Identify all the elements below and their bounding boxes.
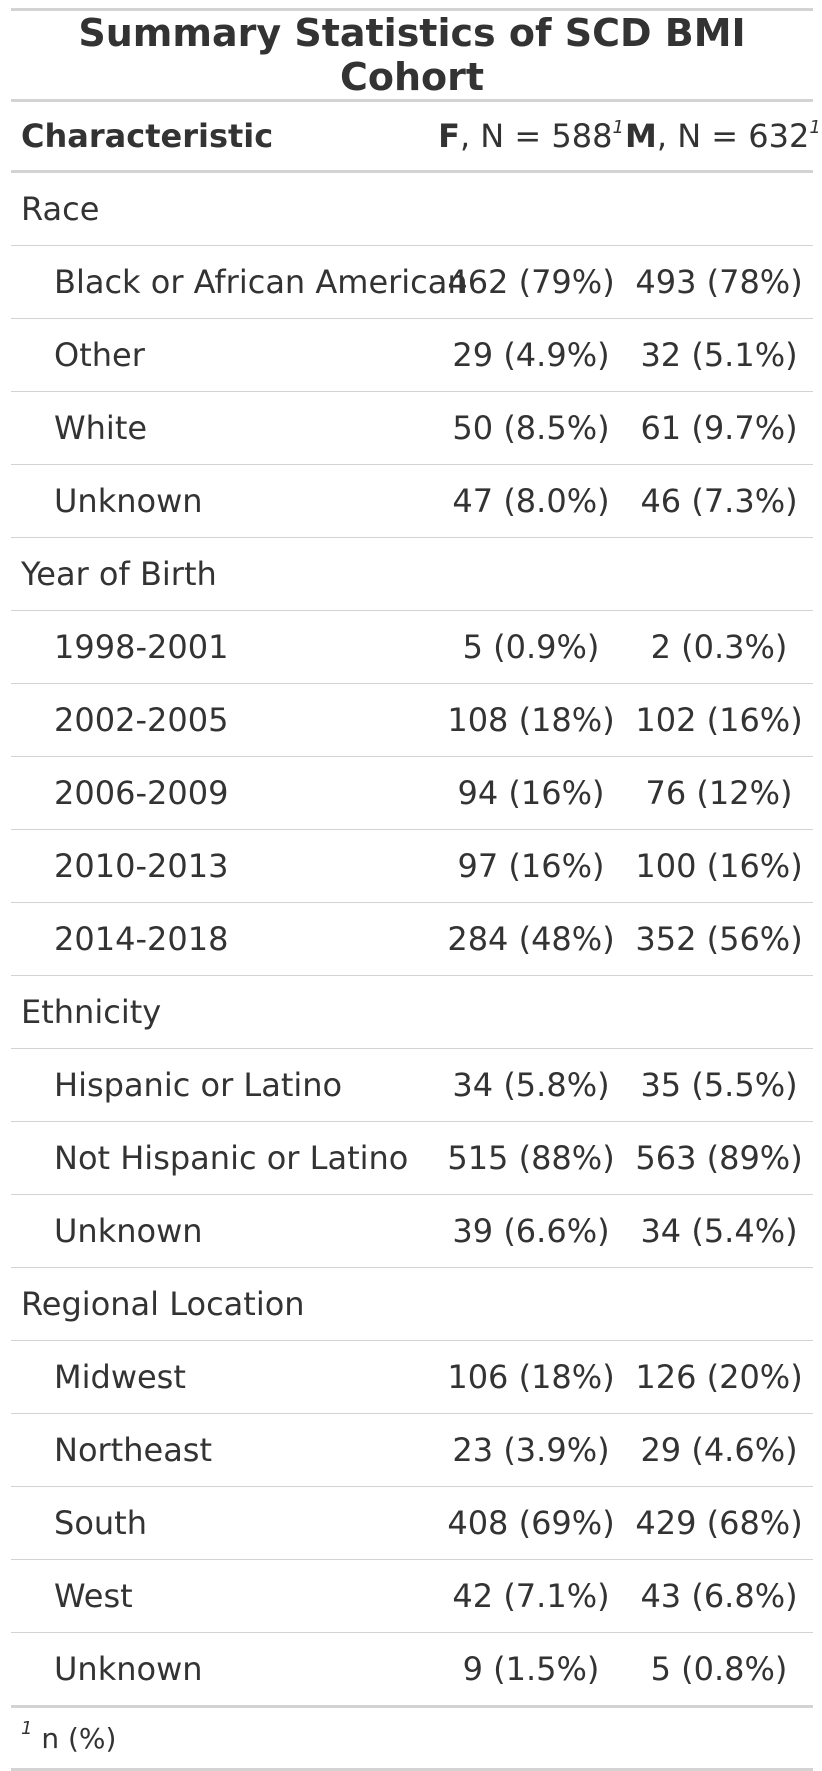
male-value: 29 (4.6%) bbox=[625, 1413, 814, 1487]
female-n: , N = 588 bbox=[459, 117, 613, 155]
row-label: Unknown bbox=[11, 1194, 437, 1268]
row-label: Unknown bbox=[11, 464, 437, 538]
table-row: Not Hispanic or Latino 515 (88%) 563 (89%) bbox=[11, 1121, 814, 1195]
table-body: Race Black or African American 462 (79%) 49… bbox=[11, 171, 814, 1708]
title-row: Summary Statistics of SCD BMI Cohort bbox=[11, 8, 814, 102]
group-label: Ethnicity bbox=[11, 975, 814, 1049]
female-value: 515 (88%) bbox=[437, 1121, 625, 1195]
row-label: Other bbox=[11, 318, 437, 392]
male-value: 5 (0.8%) bbox=[625, 1632, 814, 1708]
male-value: 43 (6.8%) bbox=[625, 1559, 814, 1633]
table-title: Summary Statistics of SCD BMI Cohort bbox=[11, 8, 814, 102]
male-label: M bbox=[625, 117, 657, 155]
footnote: 1 n (%) bbox=[11, 1706, 814, 1771]
male-value: 429 (68%) bbox=[625, 1486, 814, 1560]
male-value: 2 (0.3%) bbox=[625, 610, 814, 684]
table-row: 2002-2005 108 (18%) 102 (16%) bbox=[11, 683, 814, 757]
table-row: Unknown 39 (6.6%) 34 (5.4%) bbox=[11, 1194, 814, 1268]
footnote-marker: 1 bbox=[809, 117, 821, 138]
row-label: 2010-2013 bbox=[11, 829, 437, 903]
male-value: 126 (20%) bbox=[625, 1340, 814, 1414]
table-row: Northeast 23 (3.9%) 29 (4.6%) bbox=[11, 1413, 814, 1487]
female-value: 462 (79%) bbox=[437, 245, 625, 319]
summary-table-page: Summary Statistics of SCD BMI Cohort Cha… bbox=[11, 8, 821, 1771]
table-row: 2010-2013 97 (16%) 100 (16%) bbox=[11, 829, 814, 903]
table-row: White 50 (8.5%) 61 (9.7%) bbox=[11, 391, 814, 465]
row-label: Midwest bbox=[11, 1340, 437, 1414]
row-label: 2014-2018 bbox=[11, 902, 437, 976]
male-value: 563 (89%) bbox=[625, 1121, 814, 1195]
group-label: Race bbox=[11, 171, 814, 246]
group-row: Regional Location bbox=[11, 1267, 814, 1341]
table-row: Hispanic or Latino 34 (5.8%) 35 (5.5%) bbox=[11, 1048, 814, 1122]
table-row: Unknown 9 (1.5%) 5 (0.8%) bbox=[11, 1632, 814, 1708]
female-value: 29 (4.9%) bbox=[437, 318, 625, 392]
row-label: Hispanic or Latino bbox=[11, 1048, 437, 1122]
female-value: 408 (69%) bbox=[437, 1486, 625, 1560]
male-value: 35 (5.5%) bbox=[625, 1048, 814, 1122]
column-header-female: F, N = 5881 bbox=[437, 100, 625, 173]
male-value: 102 (16%) bbox=[625, 683, 814, 757]
male-value: 34 (5.4%) bbox=[625, 1194, 814, 1268]
table-row: Unknown 47 (8.0%) 46 (7.3%) bbox=[11, 464, 814, 538]
group-row: Race bbox=[11, 171, 814, 246]
female-label: F bbox=[438, 117, 460, 155]
female-value: 42 (7.1%) bbox=[437, 1559, 625, 1633]
footnote-row: 1 n (%) bbox=[11, 1706, 814, 1771]
footnote-text: n (%) bbox=[32, 1721, 117, 1755]
male-value: 76 (12%) bbox=[625, 756, 814, 830]
summary-table: Summary Statistics of SCD BMI Cohort Cha… bbox=[11, 8, 821, 1771]
table-row: Midwest 106 (18%) 126 (20%) bbox=[11, 1340, 814, 1414]
female-value: 94 (16%) bbox=[437, 756, 625, 830]
table-row: West 42 (7.1%) 43 (6.8%) bbox=[11, 1559, 814, 1633]
female-value: 47 (8.0%) bbox=[437, 464, 625, 538]
group-label: Regional Location bbox=[11, 1267, 814, 1341]
table-row: 2006-2009 94 (16%) 76 (12%) bbox=[11, 756, 814, 830]
row-label: 1998-2001 bbox=[11, 610, 437, 684]
male-value: 61 (9.7%) bbox=[625, 391, 814, 465]
row-label: South bbox=[11, 1486, 437, 1560]
male-value: 46 (7.3%) bbox=[625, 464, 814, 538]
female-value: 23 (3.9%) bbox=[437, 1413, 625, 1487]
group-row: Ethnicity bbox=[11, 975, 814, 1049]
female-value: 284 (48%) bbox=[437, 902, 625, 976]
row-label: Not Hispanic or Latino bbox=[11, 1121, 437, 1195]
female-value: 97 (16%) bbox=[437, 829, 625, 903]
row-label: Black or African American bbox=[11, 245, 468, 319]
row-label: Northeast bbox=[11, 1413, 437, 1487]
row-label: West bbox=[11, 1559, 437, 1633]
table-row: 2014-2018 284 (48%) 352 (56%) bbox=[11, 902, 814, 976]
male-value: 100 (16%) bbox=[625, 829, 814, 903]
female-value: 5 (0.9%) bbox=[437, 610, 625, 684]
row-label: White bbox=[11, 391, 437, 465]
group-row: Year of Birth bbox=[11, 537, 814, 611]
table-row: Black or African American 462 (79%) 493 (7… bbox=[11, 245, 814, 319]
female-value: 108 (18%) bbox=[437, 683, 625, 757]
female-value: 9 (1.5%) bbox=[437, 1632, 625, 1708]
row-label: 2002-2005 bbox=[11, 683, 437, 757]
table-row: Other 29 (4.9%) 32 (5.1%) bbox=[11, 318, 814, 392]
female-value: 106 (18%) bbox=[437, 1340, 625, 1414]
male-value: 493 (78%) bbox=[625, 245, 814, 319]
column-header-characteristic: Characteristic bbox=[11, 100, 437, 173]
footnote-marker: 1 bbox=[21, 1717, 33, 1739]
male-value: 352 (56%) bbox=[625, 902, 814, 976]
group-label: Year of Birth bbox=[11, 537, 814, 611]
row-label: Unknown bbox=[11, 1632, 437, 1708]
female-value: 50 (8.5%) bbox=[437, 391, 625, 465]
row-label: 2006-2009 bbox=[11, 756, 437, 830]
column-header-male: M, N = 6321 bbox=[625, 100, 821, 173]
female-value: 34 (5.8%) bbox=[437, 1048, 625, 1122]
male-n: , N = 632 bbox=[656, 117, 810, 155]
column-header-row: Characteristic F, N = 5881 M, N = 6321 bbox=[11, 100, 821, 173]
male-value: 32 (5.1%) bbox=[625, 318, 814, 392]
table-row: South 408 (69%) 429 (68%) bbox=[11, 1486, 814, 1560]
footnote-marker: 1 bbox=[612, 117, 624, 138]
table-row: 1998-2001 5 (0.9%) 2 (0.3%) bbox=[11, 610, 814, 684]
female-value: 39 (6.6%) bbox=[437, 1194, 625, 1268]
